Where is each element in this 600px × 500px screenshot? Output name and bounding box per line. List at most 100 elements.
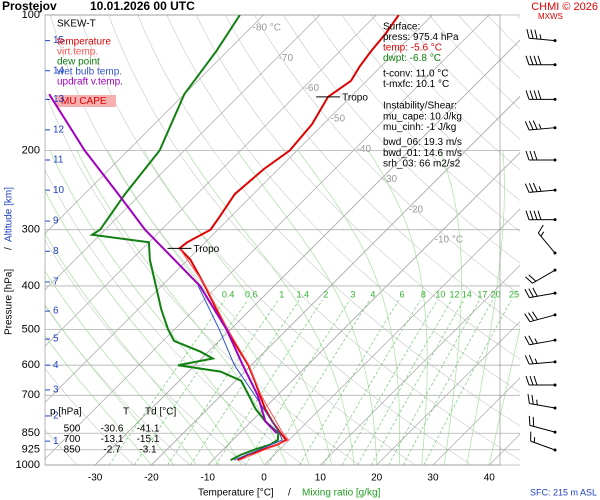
wind-station bbox=[553, 338, 557, 342]
isotherm bbox=[320, 264, 520, 465]
wind-station bbox=[553, 63, 557, 67]
dry-adiabat bbox=[546, 15, 600, 465]
mixing-ratio-label: 2 bbox=[323, 289, 328, 299]
mixing-ratio-label: 10 bbox=[435, 289, 445, 299]
max-wind-label: MXWS bbox=[538, 12, 563, 21]
altitude-tick-label: 5 bbox=[53, 334, 59, 345]
surface-info: temp: -5.6 °C bbox=[383, 43, 442, 54]
dry-adiabat bbox=[283, 15, 520, 264]
dry-adiabat bbox=[516, 15, 520, 19]
y-tick-label: 925 bbox=[22, 444, 40, 456]
table-cell: -3.1 bbox=[139, 445, 157, 456]
mixing-ratio-label: 0.4 bbox=[222, 289, 235, 299]
wind-station bbox=[553, 39, 557, 43]
profile-line bbox=[48, 93, 278, 434]
wind-barb bbox=[525, 210, 556, 221]
mixing-ratio-label: 0.6 bbox=[245, 289, 258, 299]
y-tick-label: 100 bbox=[22, 9, 40, 21]
dry-adiabat bbox=[137, 15, 520, 427]
y2-axis-label: Altitude [km] bbox=[4, 187, 15, 242]
wind-barb bbox=[525, 150, 556, 161]
cape-label: MU CAPE bbox=[61, 96, 107, 107]
legend-entry: virt.temp. bbox=[57, 47, 98, 58]
wind-station bbox=[553, 188, 557, 192]
isotherm bbox=[45, 15, 321, 291]
wind-station bbox=[553, 430, 557, 434]
tropopause-label: Tropo bbox=[193, 244, 219, 255]
instability-info: Instability/Shear: bbox=[383, 101, 457, 112]
x-tick-label: -30 bbox=[88, 473, 103, 484]
wind-station bbox=[553, 448, 557, 452]
mixing-ratio-label: 25 bbox=[509, 289, 519, 299]
profile-line bbox=[89, 15, 280, 461]
table-cell: -30.6 bbox=[101, 424, 124, 435]
mixing-ratio-line bbox=[245, 299, 350, 465]
profile-line bbox=[179, 248, 290, 461]
axis-separator: / bbox=[288, 488, 291, 499]
axis-separator: / bbox=[4, 247, 15, 250]
x-axis-label: Temperature [°C] bbox=[198, 488, 274, 499]
wind-station bbox=[553, 218, 557, 222]
dry-adiabat bbox=[224, 15, 520, 328]
mixing-ratio-label: 8 bbox=[421, 289, 426, 299]
altitude-tick-label: 4 bbox=[53, 360, 59, 371]
isotherm-label: -30 bbox=[383, 174, 398, 185]
wind-station bbox=[553, 268, 557, 272]
altitude-tick-label: 9 bbox=[53, 216, 59, 227]
altitude-tick-label: 8 bbox=[53, 246, 59, 257]
wind-station bbox=[553, 313, 557, 317]
isotherm bbox=[263, 208, 520, 465]
moist-adiabat bbox=[297, 150, 401, 465]
x-tick-label: 10 bbox=[315, 473, 327, 484]
x-tick-label: 20 bbox=[371, 473, 383, 484]
y-tick-label: 400 bbox=[22, 280, 40, 292]
wind-station bbox=[553, 406, 557, 410]
moist-adiabat bbox=[45, 270, 197, 465]
dry-adiabat bbox=[195, 15, 520, 360]
mixing-ratio-label: 17 bbox=[477, 289, 487, 299]
y-tick-label: 1000 bbox=[16, 459, 40, 471]
moist-adiabat bbox=[439, 150, 462, 465]
mixing-ratio-label: 4 bbox=[370, 289, 375, 299]
mixing-ratio-line bbox=[299, 299, 400, 465]
y-tick-label: 200 bbox=[22, 144, 40, 156]
wind-station bbox=[553, 126, 557, 130]
mixing-ratio-label: 12 bbox=[450, 289, 460, 299]
table-cell: 500 bbox=[64, 424, 81, 435]
plot-frame bbox=[44, 14, 501, 466]
x-tick-label: 0 bbox=[261, 473, 267, 484]
profile-line bbox=[197, 285, 283, 461]
mixing-ratio-line bbox=[403, 299, 493, 465]
table-cell: -13.1 bbox=[101, 434, 124, 445]
isotherm-label: -40 bbox=[357, 144, 372, 155]
moist-adiabat bbox=[488, 326, 520, 465]
surface-info: t-mxfc: 10.1 °C bbox=[383, 79, 449, 90]
chart-title: Prostejov bbox=[2, 0, 57, 13]
wind-barb bbox=[524, 287, 556, 299]
tropopause-label: Tropo bbox=[342, 92, 368, 103]
mixing-axis-label: Mixing ratio [g/kg] bbox=[302, 488, 381, 499]
isotherm-label: -20 bbox=[409, 204, 424, 215]
mixing-ratio-line bbox=[267, 299, 370, 465]
isotherm-label: -60 bbox=[305, 83, 320, 94]
wind-barb bbox=[525, 90, 556, 100]
isotherm bbox=[45, 15, 490, 460]
altitude-tick-label: 6 bbox=[53, 306, 59, 317]
isotherm-label: -70 bbox=[279, 53, 294, 64]
station-note: SFC: 215 m ASL bbox=[530, 487, 597, 497]
y-tick-label: 500 bbox=[22, 323, 40, 335]
wind-barb bbox=[537, 224, 556, 254]
y-tick-label: 850 bbox=[22, 427, 40, 439]
isotherm bbox=[151, 95, 520, 465]
altitude-tick-label: 14 bbox=[53, 65, 65, 76]
wind-station bbox=[553, 251, 557, 255]
moist-adiabat bbox=[45, 335, 152, 465]
altitude-tick-label: 1 bbox=[53, 436, 59, 447]
table-header: p [hPa] bbox=[50, 407, 82, 418]
mixing-ratio-label: 14 bbox=[462, 289, 472, 299]
table-cell: -15.1 bbox=[137, 434, 160, 445]
table-cell: 700 bbox=[64, 434, 81, 445]
legend-entry: updraft v.temp. bbox=[57, 77, 123, 88]
dry-adiabat bbox=[341, 15, 520, 201]
